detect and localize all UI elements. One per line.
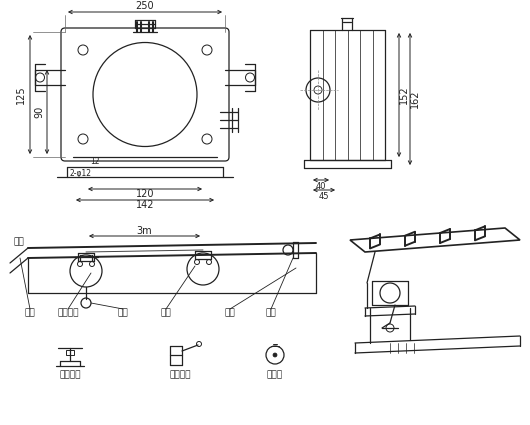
Text: 支架安装: 支架安装	[59, 371, 81, 380]
Text: 162: 162	[410, 90, 420, 108]
Text: 142: 142	[136, 200, 154, 210]
Text: 托环安装: 托环安装	[169, 371, 191, 380]
Bar	[66, 350, 74, 355]
Text: 90: 90	[34, 106, 44, 118]
Text: 托环: 托环	[118, 309, 128, 317]
Text: 250: 250	[136, 1, 154, 11]
Text: 螺柱: 螺柱	[266, 309, 276, 317]
Text: 45: 45	[319, 192, 329, 201]
Text: 152: 152	[399, 86, 409, 104]
Text: 3m: 3m	[137, 226, 152, 236]
Text: 12: 12	[90, 158, 100, 167]
Circle shape	[273, 353, 277, 357]
Text: 2-φ12: 2-φ12	[70, 168, 92, 178]
Text: 120: 120	[136, 189, 154, 199]
Text: 机架: 机架	[225, 309, 235, 317]
Text: 钢丝线: 钢丝线	[267, 371, 283, 380]
Text: 翻转开关: 翻转开关	[57, 309, 79, 317]
Text: 胶带: 胶带	[13, 238, 24, 246]
Text: 125: 125	[16, 85, 26, 104]
Text: 支架: 支架	[24, 309, 36, 317]
Text: 龙头: 龙头	[161, 309, 171, 317]
Text: 40: 40	[316, 181, 326, 190]
